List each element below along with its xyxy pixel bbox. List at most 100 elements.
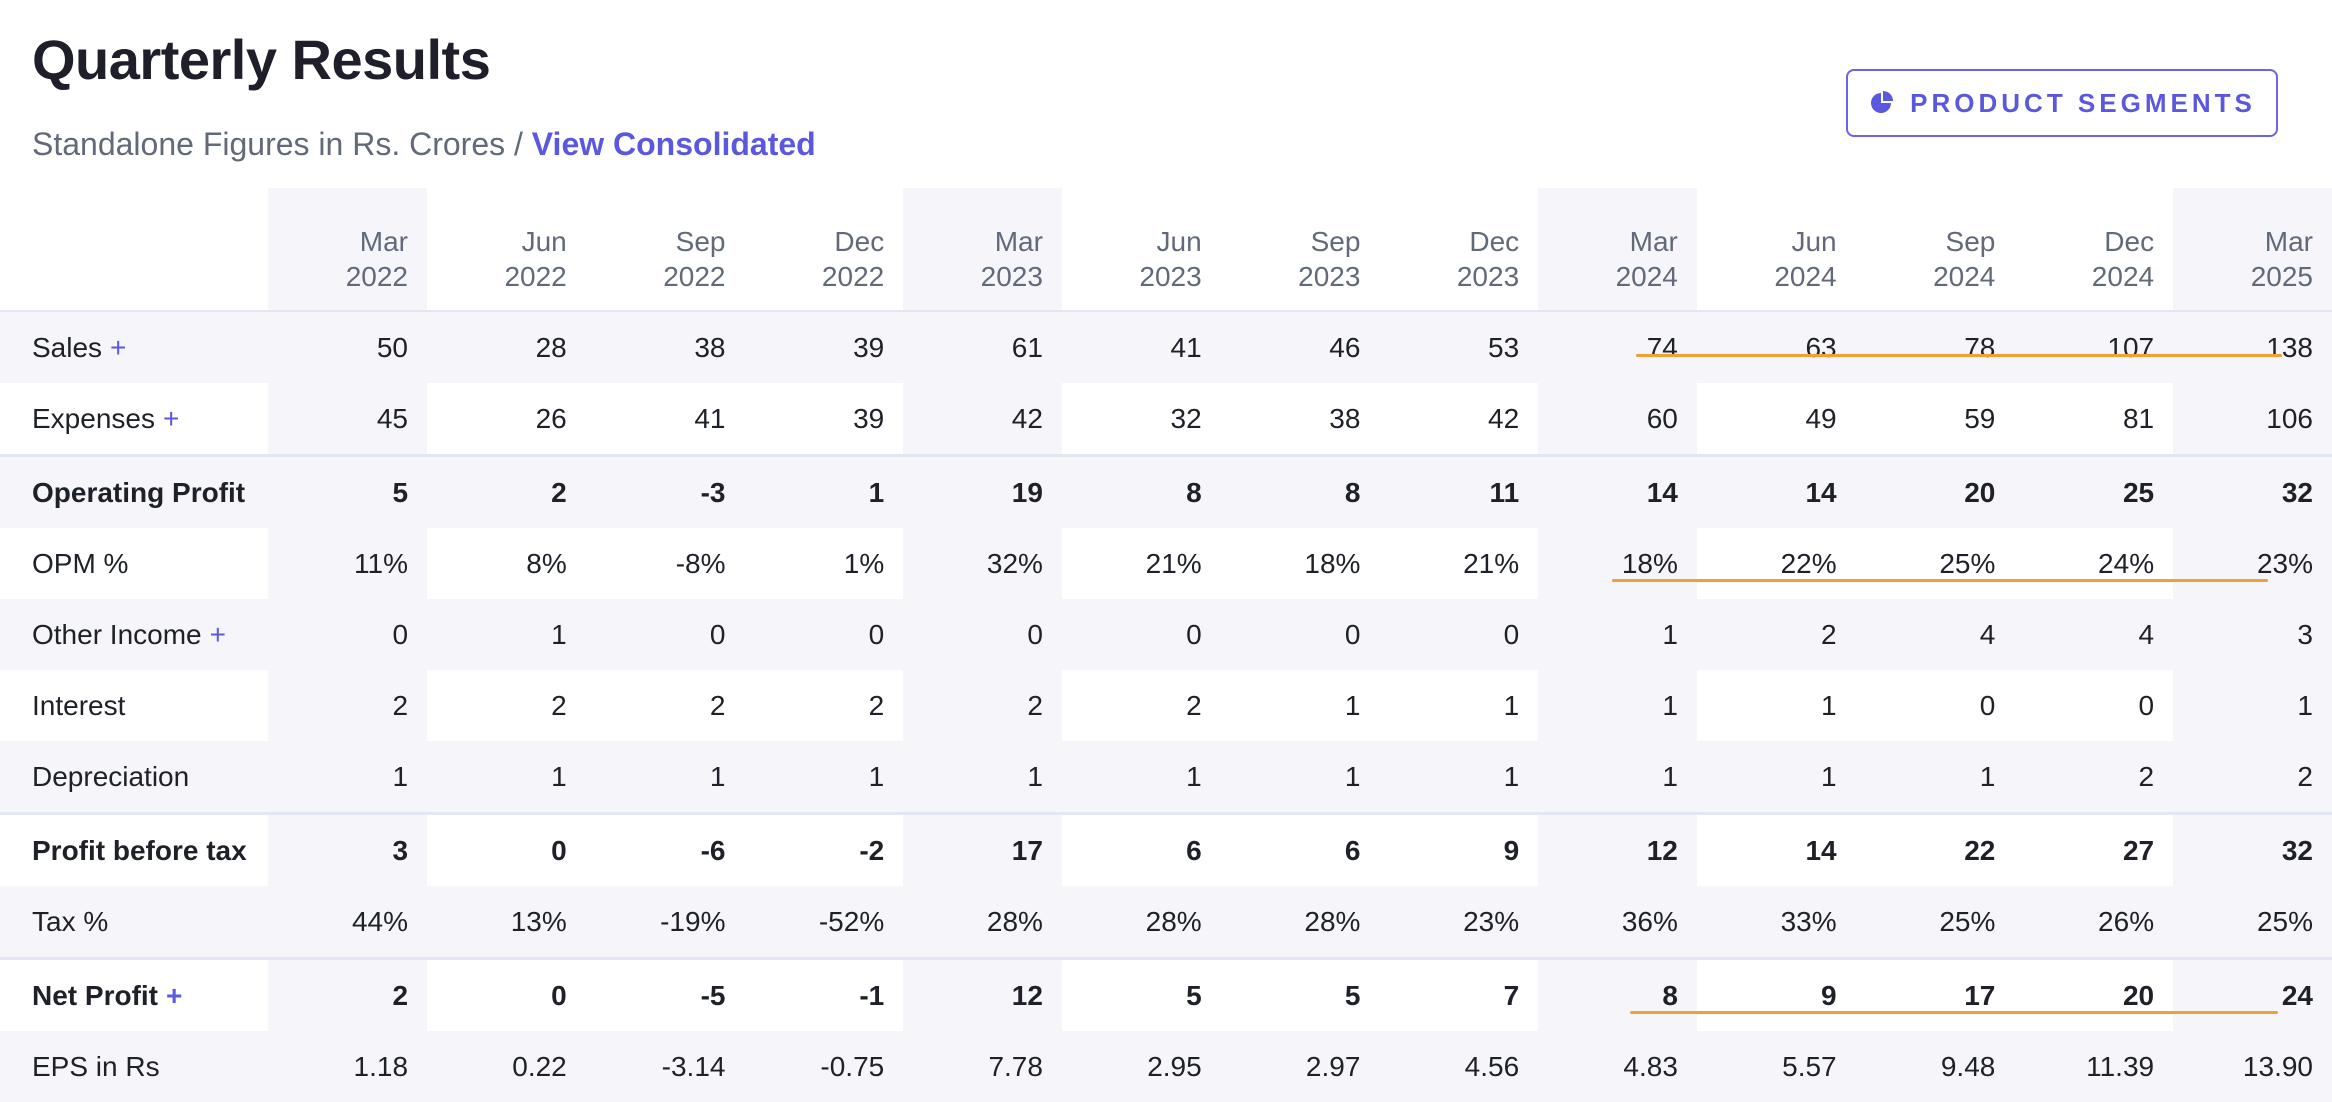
table-cell: 21% bbox=[1463, 547, 1520, 579]
table-cell: 49 bbox=[1805, 402, 1837, 434]
table-cell: 8 bbox=[1538, 957, 1697, 1031]
table-cell: 6 bbox=[1220, 812, 1380, 886]
column-header-month: Mar bbox=[1629, 226, 1678, 257]
table-cell: 0.22 bbox=[427, 1031, 586, 1102]
row-label-text: OPM % bbox=[32, 547, 129, 579]
column-header: Dec 2022 bbox=[744, 188, 904, 312]
table-cell: 38 bbox=[1329, 402, 1361, 434]
row-label: EPS in Rs bbox=[0, 1031, 269, 1102]
column-header: Mar 2024 bbox=[1538, 188, 1697, 312]
table-cell: 3 bbox=[268, 812, 428, 886]
row-label: OPM % bbox=[0, 528, 268, 599]
column-header-year: 2022 bbox=[821, 261, 885, 292]
table-cell: 11% bbox=[268, 528, 428, 599]
table-cell: 27 bbox=[2014, 812, 2174, 886]
column-header-year: 2024 bbox=[1933, 261, 1996, 292]
product-segments-button[interactable]: PRODUCT SEGMENTS bbox=[1846, 69, 2278, 137]
table-cell: 0 bbox=[903, 599, 1062, 670]
table-cell: 1 bbox=[903, 741, 1062, 814]
row-label[interactable]: Expenses + bbox=[0, 383, 268, 456]
table-cell: 61 bbox=[903, 311, 1062, 383]
table-cell: 28 bbox=[427, 311, 586, 383]
table-row: Operating Profit 5 2 -3 1 19 8 8 11 14 14 20 25 32 bbox=[0, 454, 2332, 528]
table-cell: 45 bbox=[268, 383, 428, 456]
column-header-year: 2024 bbox=[1774, 261, 1837, 292]
column-header: Mar 2025 bbox=[2173, 188, 2332, 312]
table-cell: 18% bbox=[1304, 547, 1361, 579]
table-cell: -0.75 bbox=[744, 1031, 904, 1102]
row-label[interactable]: Sales + bbox=[0, 311, 269, 383]
table-cell: 59 bbox=[1964, 402, 1996, 434]
table-cell: 8% bbox=[526, 547, 567, 579]
table-cell: 2 bbox=[2173, 741, 2332, 814]
table-cell: -5 bbox=[585, 957, 745, 1031]
table-cell: -52% bbox=[744, 886, 904, 959]
table-row: Other Income +0 1 0 0 0 0 0 0 1 2 4 4 3 bbox=[0, 599, 2332, 670]
table-cell: 0 bbox=[585, 599, 745, 670]
table-cell: 13.90 bbox=[2173, 1031, 2332, 1102]
column-header: Jun 2022 bbox=[427, 188, 586, 312]
table-cell: 1 bbox=[744, 454, 904, 528]
table-cell: 1 bbox=[1538, 741, 1697, 814]
table-cell: 0 bbox=[1979, 689, 1996, 721]
row-label: Tax % bbox=[0, 886, 269, 959]
expand-plus-icon[interactable]: + bbox=[110, 331, 127, 363]
table-cell: 6 bbox=[1061, 812, 1221, 886]
table-cell: 24% bbox=[2098, 547, 2155, 579]
table-cell: 1 bbox=[1344, 689, 1361, 721]
table-cell: 41 bbox=[694, 402, 726, 434]
table-cell: 28% bbox=[903, 886, 1062, 959]
table-cell: 1 bbox=[2173, 670, 2332, 741]
table-row: Interest 2 2 2 2 2 2 1 1 1 1 0 0 1 bbox=[0, 670, 2332, 741]
table-cell: 32 bbox=[1170, 402, 1202, 434]
table-cell: 107 bbox=[2014, 311, 2174, 383]
column-header-month: Dec bbox=[1469, 226, 1520, 257]
table-cell: 11 bbox=[1379, 454, 1539, 528]
column-header-month: Jun bbox=[521, 226, 567, 257]
column-header: Sep 2024 bbox=[1855, 188, 2015, 312]
table-cell: 9 bbox=[1379, 812, 1539, 886]
table-cell: 13% bbox=[427, 886, 586, 959]
column-header-year: 2023 bbox=[1139, 261, 1202, 292]
table-cell: 42 bbox=[1488, 402, 1520, 434]
table-cell: 2 bbox=[268, 957, 428, 1031]
table-row: Depreciation 1 1 1 1 1 1 1 1 1 1 1 2 2 bbox=[0, 741, 2332, 814]
table-cell: 63 bbox=[1696, 311, 1856, 383]
row-label-text: Other Income bbox=[32, 618, 202, 650]
pie-chart-icon bbox=[1868, 90, 1894, 116]
expand-plus-icon[interactable]: + bbox=[166, 979, 183, 1011]
table-cell: 74 bbox=[1538, 311, 1697, 383]
expand-plus-icon[interactable]: + bbox=[209, 618, 226, 650]
table-cell: 5.57 bbox=[1696, 1031, 1856, 1102]
table-cell: 7.78 bbox=[903, 1031, 1062, 1102]
row-label[interactable]: Other Income + bbox=[0, 599, 269, 670]
table-cell: 36% bbox=[1538, 886, 1697, 959]
table-cell: 3 bbox=[2173, 599, 2332, 670]
table-cell: 33% bbox=[1696, 886, 1856, 959]
column-header-year: 2022 bbox=[504, 261, 567, 292]
expand-plus-icon[interactable]: + bbox=[162, 402, 180, 434]
row-label: Operating Profit bbox=[0, 454, 269, 528]
table-cell: 7 bbox=[1379, 957, 1539, 1031]
table-cell: -1 bbox=[744, 957, 904, 1031]
table-cell: 106 bbox=[2173, 383, 2332, 456]
table-cell: 21% bbox=[1145, 547, 1202, 579]
column-header-month: Mar bbox=[2264, 226, 2313, 257]
table-cell: 20 bbox=[1855, 454, 2015, 528]
view-consolidated-link[interactable]: View Consolidated bbox=[531, 126, 816, 162]
table-cell: 4 bbox=[2014, 599, 2174, 670]
table-cell: 23% bbox=[1379, 886, 1539, 959]
table-cell: 4.83 bbox=[1538, 1031, 1697, 1102]
table-cell: 0 bbox=[427, 957, 586, 1031]
table-cell: 4.56 bbox=[1379, 1031, 1539, 1102]
table-cell: 2 bbox=[868, 689, 885, 721]
table-cell: 0 bbox=[1061, 599, 1221, 670]
table-cell: 20 bbox=[2014, 957, 2174, 1031]
table-cell: 17 bbox=[903, 812, 1062, 886]
table-cell: -3.14 bbox=[585, 1031, 745, 1102]
table-cell: 25% bbox=[2173, 886, 2332, 959]
column-header: Dec 2023 bbox=[1379, 188, 1539, 312]
net-profit-highlight-line bbox=[1630, 1011, 2278, 1014]
table-cell: 24 bbox=[2173, 957, 2332, 1031]
row-label[interactable]: Net Profit + bbox=[0, 957, 269, 1031]
